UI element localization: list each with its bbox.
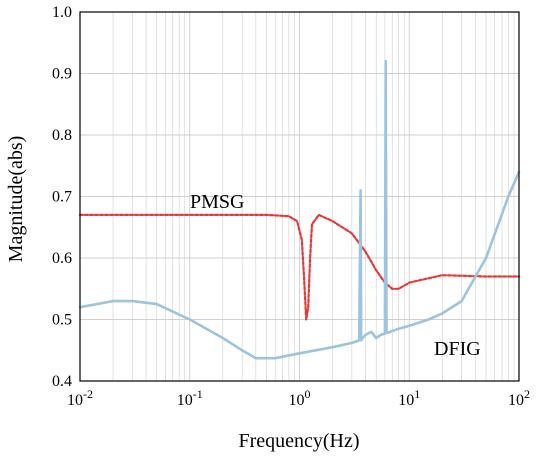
- x-tick-label: 101: [398, 387, 420, 409]
- y-tick-label: 0.9: [52, 66, 72, 83]
- series-label-dfig: DFIG: [434, 338, 481, 360]
- x-tick-label: 100: [289, 387, 311, 409]
- y-tick-label: 0.6: [52, 250, 72, 267]
- x-tick-labels: 10-2 10-1 100 101 102: [67, 387, 530, 409]
- series-layer: [78, 59, 521, 360]
- y-tick-label: 0.8: [52, 127, 72, 144]
- series-line-dfig: [78, 59, 521, 360]
- y-tick-label: 0.4: [52, 373, 72, 390]
- x-tick-label: 102: [508, 387, 530, 409]
- y-tick-label: 0.7: [52, 189, 72, 206]
- plot-frame: [79, 11, 520, 382]
- x-tick-label: 10-1: [177, 387, 203, 409]
- y-tick-label: 1.0: [52, 4, 72, 21]
- grid: [79, 11, 519, 382]
- y-tick-labels: 0.4 0.5 0.6 0.7 0.8 0.9 1.0: [52, 4, 72, 390]
- x-axis-label: Frequency(Hz): [238, 430, 359, 452]
- y-axis-label: Magnitude(abs): [5, 136, 27, 263]
- series-label-pmsg: PMSG: [190, 191, 244, 213]
- series-line-pmsg: [78, 213, 521, 321]
- x-tick-label: 10-2: [67, 387, 93, 409]
- y-tick-label: 0.5: [52, 312, 72, 329]
